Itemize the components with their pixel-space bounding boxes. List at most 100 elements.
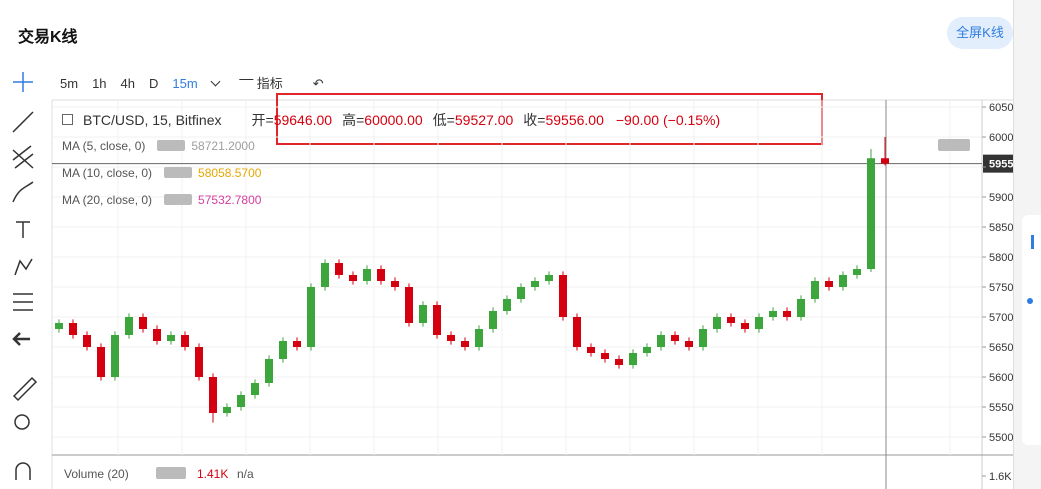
y-tick-label: 59000: [989, 192, 1013, 204]
ruler-tool[interactable]: [12, 376, 38, 402]
y-tick-label: 57500: [989, 282, 1013, 294]
y-tick-label: 60000: [989, 132, 1013, 144]
candle-body: [279, 341, 287, 359]
candle-body: [671, 335, 679, 341]
candle-body: [447, 335, 455, 341]
ma-icons[interactable]: [164, 194, 193, 205]
candle-body: [223, 407, 231, 413]
y-tick-label: 56000: [989, 372, 1013, 384]
volume-extra: n/a: [237, 467, 254, 481]
interval-button[interactable]: 5m: [60, 76, 79, 91]
chart: 6050060000595005900058500580005750057000…: [51, 93, 1013, 489]
ohlc-value: 59527.00: [454, 112, 514, 128]
toolbar: 5m 1h 4h D 15m 指标 ↶: [60, 73, 324, 92]
change-value: −90.00 (−0.15%): [615, 112, 721, 128]
pattern-tool[interactable]: [14, 258, 33, 276]
ohlc-value: 60000.00: [364, 112, 423, 128]
candle-body: [55, 323, 63, 329]
candle-body: [643, 347, 651, 353]
candle-body: [713, 317, 721, 329]
interval-button[interactable]: 1h: [92, 76, 107, 91]
y-tick-label: 55500: [989, 402, 1013, 414]
candle-body: [881, 158, 889, 164]
ohlc-label: 低=: [432, 112, 455, 128]
candle-body: [139, 317, 147, 329]
candle-body: [209, 377, 217, 413]
fullscreen-button[interactable]: 全屏K线: [947, 17, 1013, 49]
y-tick-label: 57000: [989, 312, 1013, 324]
y-tick-label: 56500: [989, 342, 1013, 354]
candle-body: [559, 275, 567, 317]
candle-body: [97, 347, 105, 377]
ma-value: 58058.5700: [198, 166, 262, 180]
candle-body: [517, 287, 525, 299]
interval-button[interactable]: D: [149, 76, 159, 91]
price-axis: 6050060000595005900058500580005750057000…: [983, 102, 1013, 483]
tool-column: [12, 72, 38, 480]
candle-body: [825, 281, 833, 287]
ma-icons[interactable]: [164, 167, 193, 178]
ohlc-label: 高=: [342, 112, 365, 128]
ma-value: 58721.2000: [191, 139, 255, 153]
candle-body: [167, 335, 175, 341]
zoom-tool[interactable]: [14, 414, 30, 430]
magnet-tool[interactable]: [15, 462, 31, 480]
candle-body: [503, 299, 511, 311]
candle-body: [363, 269, 371, 281]
candle-body: [545, 275, 553, 281]
interval-button[interactable]: 4h: [120, 76, 135, 91]
side-dot: [1027, 298, 1033, 304]
candle-body: [867, 158, 875, 269]
candle-body: [377, 269, 385, 281]
candle-body: [601, 353, 609, 359]
candle-body: [699, 329, 707, 347]
line-tool[interactable]: [12, 111, 34, 133]
candle-body: [685, 341, 693, 347]
candle-body: [335, 263, 343, 275]
candle-body: [419, 305, 427, 323]
candle-body: [615, 359, 623, 365]
candle-body: [783, 311, 791, 317]
candle-body: [727, 317, 735, 323]
candle-body: [125, 317, 133, 335]
undo-button[interactable]: ↶: [312, 76, 324, 91]
candle-body: [405, 287, 413, 323]
candle-body: [111, 335, 119, 377]
interval-button[interactable]: 15m: [172, 76, 198, 91]
ma-value: 57532.7800: [198, 193, 262, 207]
candle-body: [755, 317, 763, 329]
volume-name: Volume (20): [64, 467, 129, 481]
candle-body: [629, 353, 637, 365]
ohlc-value: 59646.00: [273, 112, 333, 128]
ohlc-label: 收=: [523, 112, 546, 128]
candle-body: [531, 281, 539, 287]
measure-tool[interactable]: [13, 293, 33, 311]
candle-body: [349, 275, 357, 281]
y-tick-label: 58500: [989, 222, 1013, 234]
volume-value: 1.41K: [197, 467, 228, 481]
text-tool[interactable]: [16, 221, 30, 238]
candle-body: [237, 395, 245, 407]
page-title: 交易K线: [18, 29, 78, 46]
y-tick-label: 55000: [989, 432, 1013, 444]
candle-body: [797, 299, 805, 317]
side-indicator: [1031, 235, 1034, 249]
ohlc-label: 开=: [251, 112, 274, 128]
ma-icons[interactable]: [157, 140, 186, 151]
y-tick-label: 60500: [989, 102, 1013, 114]
candle-body: [741, 323, 749, 329]
brush-tool[interactable]: [12, 181, 34, 203]
ohlc-value: 59556.00: [545, 112, 604, 128]
ma-name: MA (20, close, 0): [62, 193, 153, 207]
fib-tool[interactable]: [12, 145, 34, 169]
last-price-label: 59556: [989, 159, 1013, 171]
indicator-button[interactable]: 指标: [256, 76, 283, 91]
candle-body: [153, 329, 161, 341]
crosshair-tool[interactable]: [13, 72, 33, 92]
candle-body: [293, 341, 301, 347]
candle-body: [265, 359, 273, 383]
candle-body: [69, 323, 77, 335]
back-tool[interactable]: [12, 332, 30, 346]
side-card: [1022, 215, 1041, 445]
